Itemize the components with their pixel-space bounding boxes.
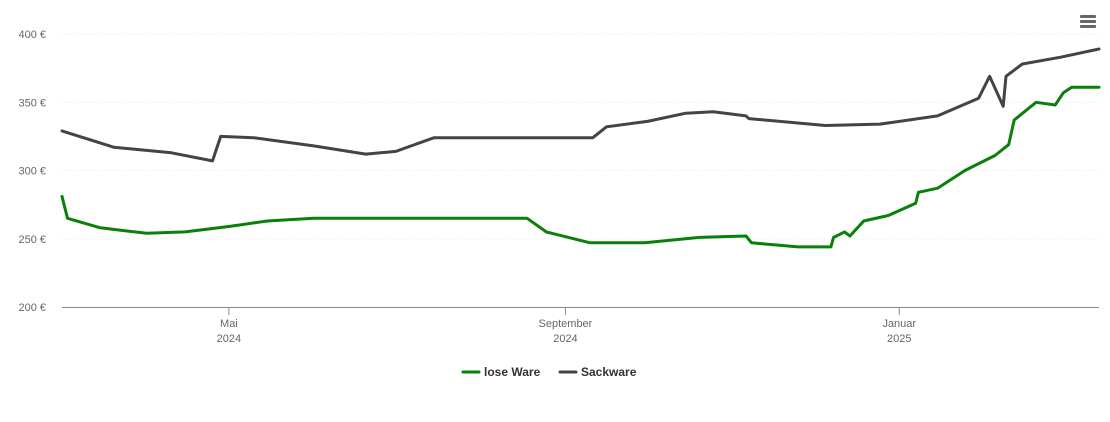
y-tick-label: 250 € <box>18 234 46 246</box>
y-tick-label: 300 € <box>18 166 46 178</box>
series-lines <box>60 47 1101 249</box>
series-line-sackware[interactable] <box>60 47 1101 163</box>
y-tick-label: 200 € <box>18 302 46 314</box>
legend-item-sackware[interactable]: Sackware <box>558 365 637 379</box>
hamburger-menu-button[interactable] <box>1076 11 1100 33</box>
x-axis: Mai 2024 September 2024 Januar 2025 <box>62 307 1099 345</box>
x-tick-label-month: Mai <box>220 318 238 330</box>
legend-label: Sackware <box>581 365 637 379</box>
x-tick-label-year: 2024 <box>217 333 241 345</box>
legend[interactable]: lose Ware Sackware <box>461 365 637 379</box>
x-tick-label-year: 2024 <box>553 333 577 345</box>
legend-item-lose-ware[interactable]: lose Ware <box>461 365 541 379</box>
x-tick-label-month: Januar <box>882 318 916 330</box>
grid-lines <box>62 33 1099 240</box>
hamburger-menu-icon-bar <box>1080 25 1096 28</box>
legend-label: lose Ware <box>484 365 541 379</box>
hamburger-menu-icon <box>1080 15 1096 18</box>
series-line-lose-ware[interactable] <box>60 85 1101 249</box>
x-tick-label-month: September <box>539 318 593 330</box>
y-axis: 200 € 250 € 300 € 350 € 400 € <box>18 29 46 314</box>
y-tick-label: 350 € <box>18 97 46 109</box>
x-tick-label-year: 2025 <box>887 333 911 345</box>
hamburger-menu-icon-bar <box>1080 20 1096 23</box>
y-tick-label: 400 € <box>18 29 46 41</box>
